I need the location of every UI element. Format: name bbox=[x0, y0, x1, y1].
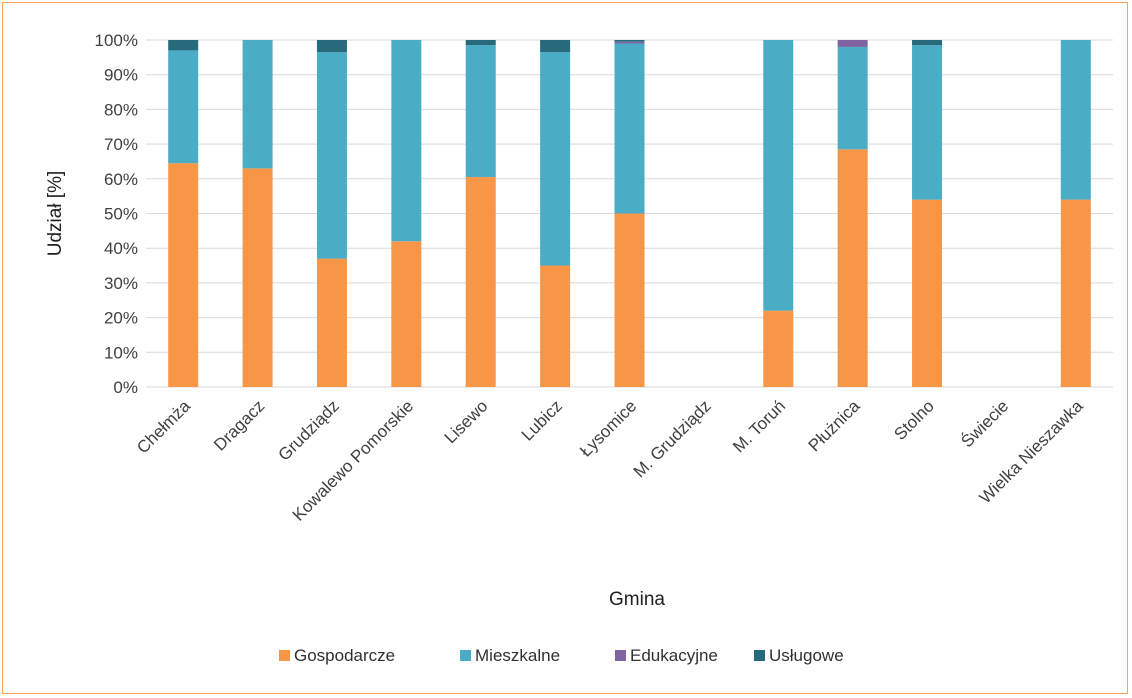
bar-segment-mieszkalne bbox=[763, 40, 794, 311]
bar-segment-gospodarcze bbox=[837, 149, 868, 387]
legend-label: Edukacyjne bbox=[630, 646, 718, 665]
bar-segment-gospodarcze bbox=[1060, 199, 1091, 387]
y-tick-label: 20% bbox=[104, 309, 138, 328]
bar-segment-usługowe bbox=[540, 40, 571, 53]
bar-segment-gospodarcze bbox=[614, 213, 645, 387]
bar-segment-gospodarcze bbox=[540, 265, 571, 387]
y-tick-label: 30% bbox=[104, 274, 138, 293]
legend-label: Mieszkalne bbox=[475, 646, 560, 665]
bar-segment-mieszkalne bbox=[168, 50, 199, 164]
x-tick-label: Grudziądz bbox=[275, 396, 343, 464]
y-axis-title: Udział [%] bbox=[45, 171, 66, 257]
bar-segment-edukacyjne bbox=[837, 40, 868, 47]
x-tick-label: Stolno bbox=[890, 396, 938, 444]
x-tick-label: M. Toruń bbox=[729, 396, 789, 456]
bar-segment-usługowe bbox=[465, 40, 496, 46]
bar-segment-gospodarcze bbox=[242, 168, 273, 387]
legend-swatch bbox=[754, 650, 765, 661]
y-tick-label: 40% bbox=[104, 239, 138, 258]
y-tick-label: 70% bbox=[104, 135, 138, 154]
bar-segment-usługowe bbox=[168, 40, 199, 51]
bar-segment-mieszkalne bbox=[1060, 40, 1091, 200]
bar-segment-gospodarcze bbox=[168, 163, 199, 387]
bar-segment-gospodarcze bbox=[316, 258, 347, 387]
bar-segment-gospodarcze bbox=[465, 177, 496, 387]
x-tick-label: Płużnica bbox=[805, 396, 864, 455]
bar-segment-mieszkalne bbox=[540, 52, 571, 266]
legend-swatch bbox=[279, 650, 290, 661]
bar-segment-usługowe bbox=[614, 40, 645, 42]
bars bbox=[168, 40, 1091, 387]
x-axis-title: Gmina bbox=[609, 589, 665, 610]
legend-label: Usługowe bbox=[769, 646, 844, 665]
x-tick-label: Lisewo bbox=[441, 396, 492, 447]
bar-segment-mieszkalne bbox=[614, 43, 645, 214]
bar-segment-mieszkalne bbox=[837, 46, 868, 150]
y-tick-label: 90% bbox=[104, 66, 138, 85]
bar-segment-gospodarcze bbox=[391, 241, 422, 387]
y-tick-label: 100% bbox=[95, 31, 138, 50]
legend: Gospodarcze Mieszkalne Edukacyjne Usługowe bbox=[279, 646, 844, 665]
legend-swatch bbox=[460, 650, 471, 661]
legend-label: Gospodarcze bbox=[294, 646, 395, 665]
bar-segment-usługowe bbox=[316, 40, 347, 53]
bar-segment-mieszkalne bbox=[465, 45, 496, 178]
x-tick-label: Świecie bbox=[957, 396, 1012, 451]
bar-segment-gospodarcze bbox=[912, 199, 943, 387]
bar-segment-usługowe bbox=[912, 40, 943, 46]
y-tick-label: 60% bbox=[104, 170, 138, 189]
x-tick-label: M. Grudziądz bbox=[630, 396, 715, 481]
legend-swatch bbox=[615, 650, 626, 661]
bar-segment-mieszkalne bbox=[316, 52, 347, 259]
y-tick-label: 10% bbox=[104, 343, 138, 362]
bar-segment-gospodarcze bbox=[763, 310, 794, 387]
y-tick-label: 0% bbox=[113, 378, 138, 397]
x-tick-label: Łysomice bbox=[576, 396, 640, 460]
y-tick-labels: 0% 10% 20% 30% 40% 50% 60% 70% 80% 90% 100% bbox=[95, 31, 138, 397]
stacked-bar-chart: 0% 10% 20% 30% 40% 50% 60% 70% 80% 90% 100% Chełmż… bbox=[45, 31, 1113, 665]
x-tick-label: Chełmża bbox=[133, 396, 194, 457]
x-tick-label: Dragacz bbox=[210, 396, 268, 454]
y-tick-label: 80% bbox=[104, 100, 138, 119]
x-tick-label: Kowalewo Pomorskie bbox=[289, 396, 417, 524]
bar-segment-mieszkalne bbox=[242, 40, 273, 169]
bar-segment-mieszkalne bbox=[391, 40, 422, 242]
x-tick-label: Lubicz bbox=[518, 396, 566, 444]
y-tick-label: 50% bbox=[104, 205, 138, 224]
bar-segment-edukacyjne bbox=[614, 41, 645, 44]
bar-segment-mieszkalne bbox=[912, 45, 943, 200]
